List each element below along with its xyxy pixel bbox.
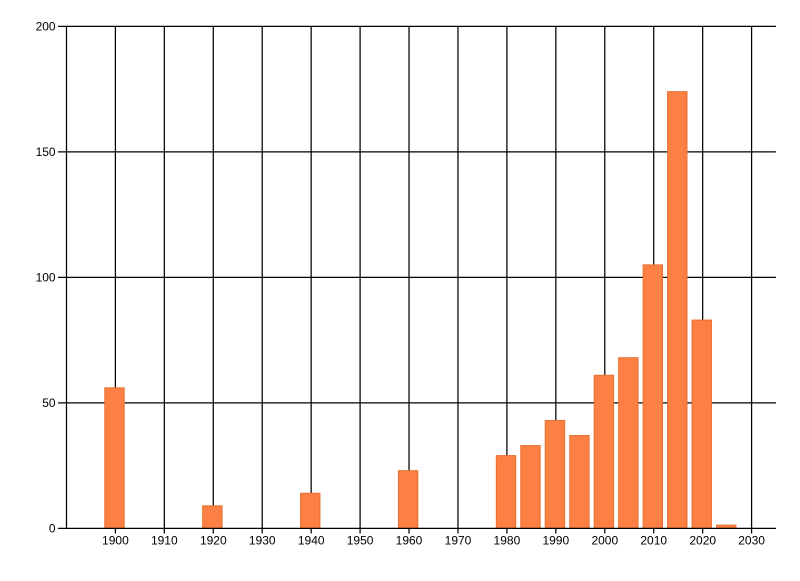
svg-text:1980: 1980 bbox=[494, 534, 521, 548]
svg-text:0: 0 bbox=[49, 522, 56, 536]
svg-text:1930: 1930 bbox=[249, 534, 276, 548]
svg-text:1900: 1900 bbox=[102, 534, 129, 548]
svg-text:150: 150 bbox=[36, 145, 56, 159]
svg-text:1920: 1920 bbox=[200, 534, 227, 548]
svg-text:2020: 2020 bbox=[689, 534, 716, 548]
svg-text:1990: 1990 bbox=[542, 534, 569, 548]
svg-text:1960: 1960 bbox=[396, 534, 423, 548]
svg-text:2000: 2000 bbox=[591, 534, 618, 548]
svg-text:1970: 1970 bbox=[445, 534, 472, 548]
svg-text:1940: 1940 bbox=[298, 534, 325, 548]
svg-text:50: 50 bbox=[42, 396, 56, 410]
svg-text:2010: 2010 bbox=[640, 534, 667, 548]
svg-text:200: 200 bbox=[36, 20, 56, 34]
svg-text:100: 100 bbox=[36, 271, 56, 285]
svg-text:2030: 2030 bbox=[738, 534, 765, 548]
svg-text:1950: 1950 bbox=[347, 534, 374, 548]
svg-text:1910: 1910 bbox=[151, 534, 178, 548]
